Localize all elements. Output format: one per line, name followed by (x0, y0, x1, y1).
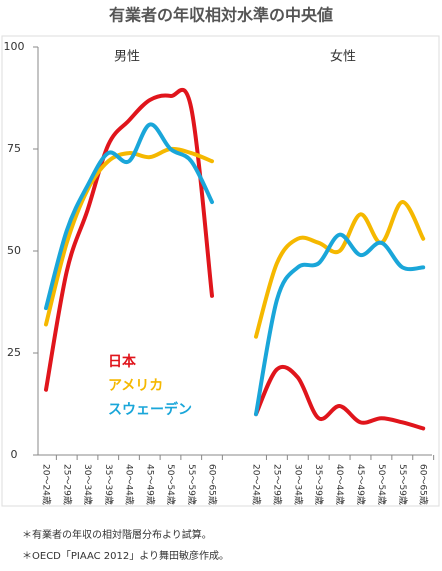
y-tick-label: 100 (4, 40, 25, 53)
y-tick-label: 75 (7, 142, 21, 155)
line (44, 146, 214, 327)
x-tick-label: 55～59歳 (397, 464, 409, 505)
panel-title: 女性 (330, 49, 356, 65)
y-tick-label: 0 (11, 448, 18, 461)
line (254, 200, 426, 339)
chart-frame (1, 35, 440, 507)
x-tick-label: 50～54歳 (376, 464, 388, 505)
x-tick-label: 35～39歳 (313, 464, 325, 505)
x-tick-label: 40～44歳 (124, 464, 136, 505)
x-tick-label: 30～34歳 (82, 464, 94, 505)
x-tick-label: 20～24歳 (41, 464, 53, 505)
legend-entry: スウェーデン (108, 401, 192, 418)
line (44, 87, 214, 392)
line (254, 364, 426, 431)
x-tick-label: 45～49歳 (355, 464, 367, 505)
x-tick-label: 35～39歳 (103, 464, 115, 505)
chart-title: 有業者の年収相対水準の中央値 (109, 6, 333, 25)
note: ＊有業者の年収の相対階層分布より試算。 (22, 528, 212, 541)
x-tick-label: 60～65歳 (418, 464, 430, 505)
x-tick-label: 60～65歳 (207, 464, 219, 505)
x-tick-label: 25～29歳 (61, 464, 73, 505)
x-tick-label: 25～29歳 (271, 464, 283, 505)
x-tick-label: 20～24歳 (251, 464, 263, 505)
line (44, 122, 214, 311)
x-tick-label: 45～49歳 (144, 464, 156, 505)
x-tick-label: 40～44歳 (334, 464, 346, 505)
x-tick-label: 50～54歳 (165, 464, 177, 505)
panel-title: 男性 (114, 50, 140, 65)
legend-entry: 日本 (108, 353, 137, 370)
x-tick-label: 55～59歳 (186, 464, 198, 505)
y-tick-label: 50 (7, 244, 21, 257)
x-tick-label: 30～34歳 (292, 464, 304, 505)
line (254, 232, 426, 417)
note: ＊OECD「PIAAC 2012」より舞田敏彦作成。 (22, 549, 229, 562)
legend-entry: アメリカ (108, 378, 163, 394)
y-tick-label: 25 (7, 346, 21, 359)
